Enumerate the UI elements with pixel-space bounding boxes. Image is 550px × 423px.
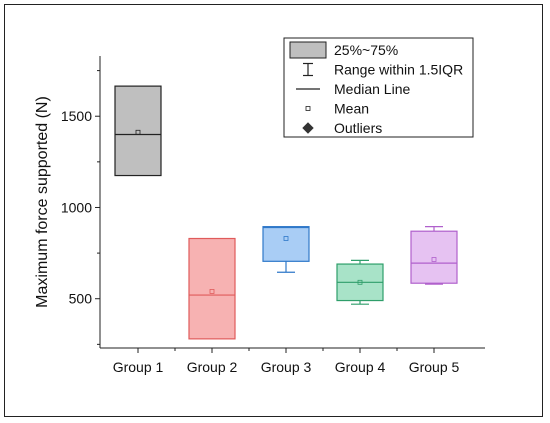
legend-label-5: Outliers: [334, 120, 382, 136]
box-group-3: [262, 226, 310, 273]
box-2: [188, 237, 236, 340]
legend-label-3: Median Line: [334, 81, 410, 97]
legend-box-symbol: [289, 41, 327, 59]
legend-label-1: 25%~75%: [334, 42, 398, 58]
y-ticks: 500 1000 1500: [61, 70, 100, 345]
mean-marker-4: [357, 279, 363, 285]
x-tick-label-3: Group 3: [261, 359, 312, 375]
box-group-4: [336, 259, 384, 305]
mean-marker-2: [209, 289, 215, 294]
y-tick-label-1000: 1000: [61, 199, 92, 215]
legend-entry-5: Outliers: [302, 120, 382, 136]
x-ticks: Group 1 Group 2 Group 3 Group 4 Group 5: [113, 348, 460, 375]
mean-marker-3: [283, 236, 289, 241]
legend-label-2: Range within 1.5IQR: [334, 62, 463, 78]
box-3: [262, 226, 310, 262]
x-tick-label-1: Group 1: [113, 359, 164, 375]
axes: [99, 56, 485, 349]
boxes: [114, 85, 458, 340]
legend-entry-1: 25%~75%: [289, 41, 398, 59]
x-tick-label-5: Group 5: [409, 359, 460, 375]
box-group-5: [410, 226, 458, 285]
legend-outlier-symbol: [302, 122, 314, 134]
legend-label-4: Mean: [334, 101, 369, 117]
legend-mean-symbol: [305, 106, 311, 111]
y-tick-label-500: 500: [69, 291, 93, 307]
mean-marker-1: [135, 129, 141, 135]
legend-entries: 25%~75% Range within 1.5IQR Median Line Mea…: [289, 41, 463, 136]
legend-entry-4: Mean: [305, 101, 369, 117]
x-tick-label-2: Group 2: [187, 359, 238, 375]
legend-entry-2: Range within 1.5IQR: [303, 62, 463, 78]
legend-entry-3: Median Line: [296, 81, 410, 97]
mean-marker-5: [431, 257, 437, 262]
x-tick-label-4: Group 4: [335, 359, 386, 375]
y-tick-label-1500: 1500: [61, 108, 92, 124]
box-group-1: [114, 85, 162, 177]
box-1: [114, 85, 162, 177]
y-axis-label: Maximum force supported (N): [34, 96, 51, 308]
box-group-2: [188, 237, 236, 340]
legend: 25%~75% Range within 1.5IQR Median Line Mea…: [283, 37, 474, 138]
